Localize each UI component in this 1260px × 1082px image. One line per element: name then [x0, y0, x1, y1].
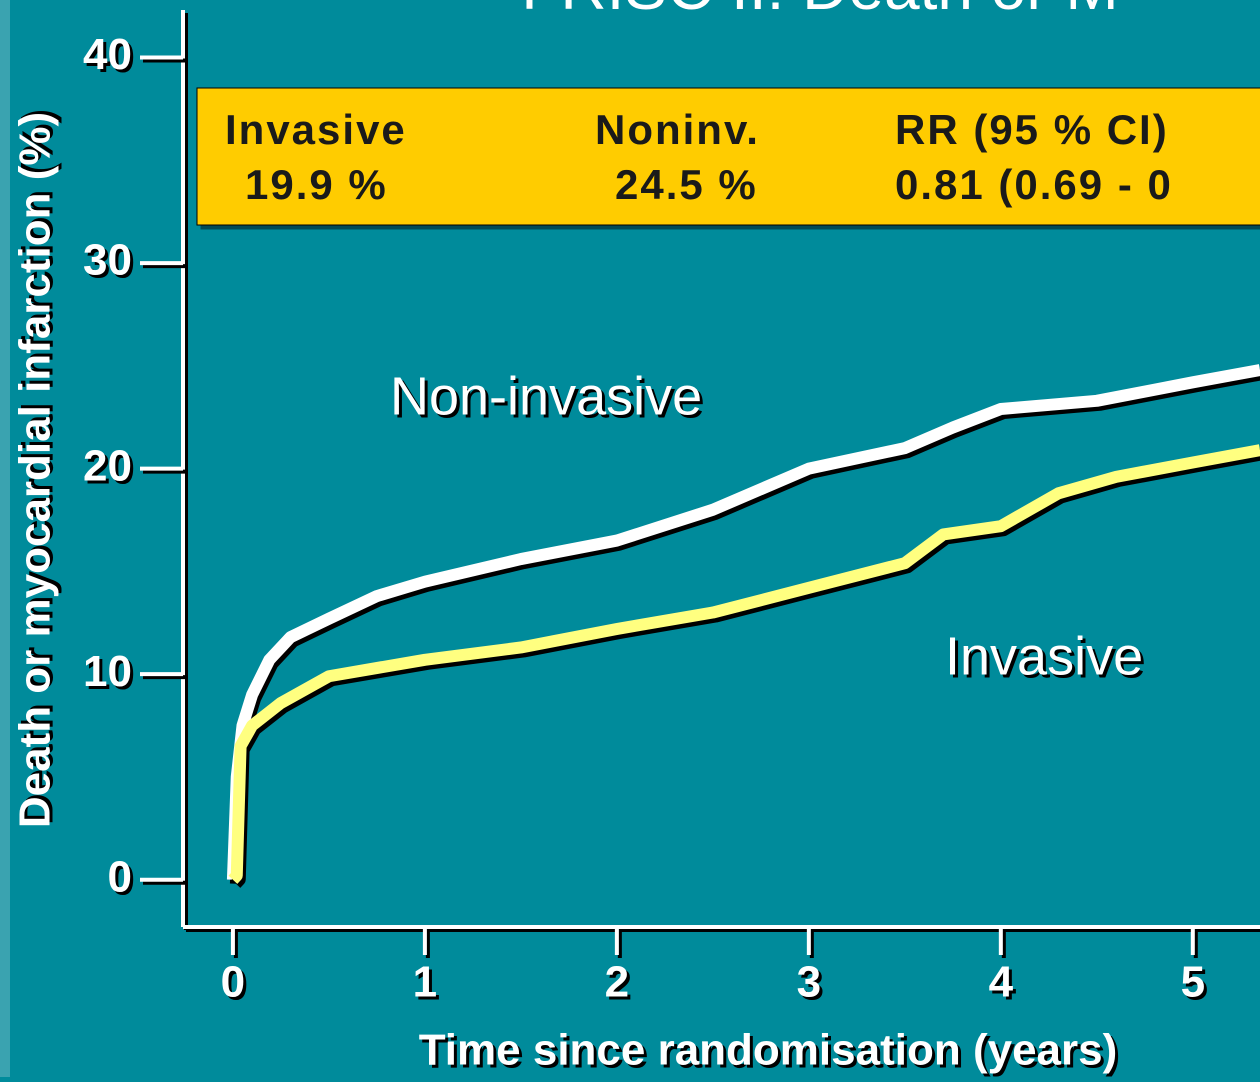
x-axis-label: Time since randomisation (years) [419, 1026, 1118, 1075]
box-cell: 0.81 (0.69 - 0 [895, 161, 1173, 208]
x-tick-label: 4 [989, 958, 1014, 1007]
x-tick-label: 0 [221, 958, 245, 1007]
series-line [226, 364, 1260, 880]
y-tick-label: 20 [83, 441, 132, 490]
x-tick-label: 1 [413, 958, 437, 1007]
x-tick-label: 3 [797, 958, 821, 1007]
y-tick-label: 30 [83, 236, 132, 285]
chart-title: FRISC II: Death or M [521, 0, 1118, 23]
y-axis-label: Death or myocardial infarction (%) [11, 112, 60, 828]
left-strip [0, 0, 10, 1077]
box-cell: 19.9 % [245, 161, 388, 208]
y-tick-label: 0 [108, 852, 132, 901]
x-tick-label: 2 [605, 958, 629, 1007]
box-cell: 24.5 % [615, 161, 758, 208]
box-header: Invasive [225, 106, 407, 153]
series-label: Invasive [945, 626, 1143, 686]
box-header: Noninv. [595, 106, 760, 153]
series-label: Non-invasive [390, 366, 702, 426]
y-tick-label: 10 [83, 647, 132, 696]
box-header: RR (95 % CI) [895, 106, 1169, 153]
y-tick-label: 40 [83, 30, 132, 79]
series-line [228, 444, 1260, 884]
stats-box [196, 87, 1260, 226]
x-tick-label: 5 [1181, 958, 1205, 1007]
